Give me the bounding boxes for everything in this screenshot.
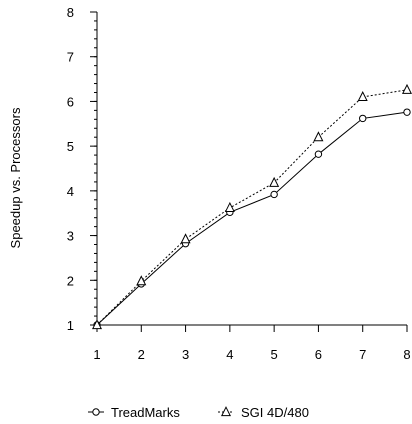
series-sgi — [91, 83, 412, 330]
y-tick-label: 7 — [67, 50, 74, 65]
data-point-treadmarks — [403, 108, 411, 116]
data-point-sgi — [224, 201, 235, 212]
x-tick-label: 5 — [271, 347, 278, 362]
x-axis-ticks: 1 2 3 4 5 6 7 8 — [93, 325, 411, 362]
series-line-sgi — [96, 89, 408, 326]
legend: TreadMarks SGI 4D/480 — [88, 405, 309, 420]
data-point-sgi — [401, 83, 412, 94]
y-axis-ticks: 1 2 3 4 5 6 7 8 — [67, 5, 97, 333]
y-tick-label: 6 — [67, 94, 74, 109]
legend-entry-sgi: SGI 4D/480 — [218, 405, 309, 420]
data-point-treadmarks — [359, 114, 367, 123]
legend-label-treadmarks: TreadMarks — [111, 405, 180, 420]
series-line-treadmarks — [96, 111, 408, 326]
legend-entry-treadmarks: TreadMarks — [88, 405, 180, 420]
data-point-treadmarks — [314, 150, 323, 158]
legend-marker-sgi — [220, 406, 232, 417]
data-point-sgi — [269, 176, 280, 187]
data-point-sgi — [357, 91, 368, 102]
data-point-sgi — [136, 275, 147, 286]
data-point-treadmarks — [270, 190, 278, 199]
data-point-sgi — [180, 233, 191, 244]
series-layer — [91, 83, 412, 330]
x-tick-label: 3 — [182, 347, 189, 362]
data-point-sgi — [91, 319, 103, 330]
x-tick-label: 2 — [138, 347, 145, 362]
series-treadmarks — [93, 108, 411, 329]
y-tick-label: 1 — [67, 318, 74, 333]
y-axis-label: Speedup vs. Processors — [8, 107, 23, 248]
data-point-sgi — [313, 131, 324, 142]
y-tick-label: 8 — [67, 5, 74, 20]
y-tick-label: 3 — [67, 229, 74, 244]
x-tick-label: 8 — [403, 347, 410, 362]
x-tick-label: 4 — [226, 347, 233, 362]
x-tick-label: 7 — [359, 347, 366, 362]
x-tick-label: 1 — [93, 347, 100, 362]
y-tick-label: 2 — [67, 273, 74, 288]
legend-label-sgi: SGI 4D/480 — [241, 405, 309, 420]
x-tick-label: 6 — [315, 347, 322, 362]
legend-marker-treadmarks — [92, 408, 100, 416]
y-tick-label: 5 — [67, 139, 74, 154]
y-tick-label: 4 — [67, 184, 74, 199]
